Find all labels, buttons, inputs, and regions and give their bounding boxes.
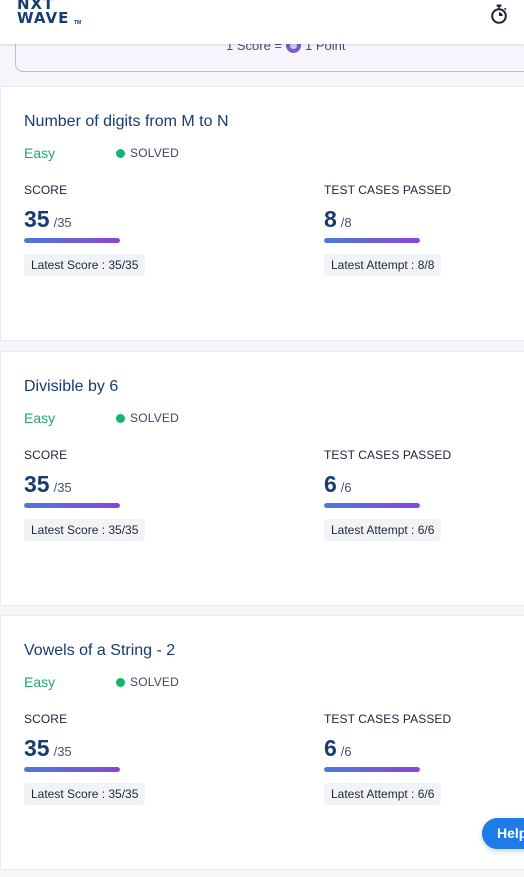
help-button[interactable]: Help: [482, 818, 524, 849]
test-cases-section: TEST CASES PASSED 6 /6 Latest Attempt : …: [324, 712, 494, 805]
score-progress-fill: [24, 767, 120, 772]
test-cases-progress-bar: [324, 238, 420, 243]
logo-trademark: TM: [74, 20, 82, 26]
latest-attempt-pill: Latest Attempt : 6/6: [324, 783, 442, 805]
test-cases-value: 6 /6: [324, 471, 494, 498]
score-progress-fill: [24, 238, 120, 243]
score-section: SCORE 35 /35 Latest Score : 35/35: [24, 183, 194, 276]
status-text: SOLVED: [130, 675, 179, 689]
problem-title[interactable]: Vowels of a String - 2: [24, 642, 176, 659]
score-progress-bar: [24, 503, 120, 508]
score-progress-bar: [24, 238, 120, 243]
latest-attempt-pill: Latest Attempt : 8/8: [324, 254, 442, 276]
test-cases-value: 8 /8: [324, 206, 494, 233]
status-text: SOLVED: [130, 146, 179, 160]
score-section: SCORE 35 /35 Latest Score : 35/35: [24, 712, 194, 805]
test-cases-total: /8: [340, 215, 352, 230]
score-number: 35: [24, 206, 50, 232]
difficulty-label: Easy: [24, 410, 56, 426]
problem-title[interactable]: Number of digits from M to N: [24, 113, 229, 130]
problem-card[interactable]: Vowels of a String - 2 Easy SOLVED SCORE…: [0, 615, 524, 870]
problem-card[interactable]: Number of digits from M to N Easy SOLVED…: [0, 86, 524, 341]
stopwatch-icon[interactable]: [490, 4, 508, 24]
score-value: 35 /35: [24, 206, 194, 233]
test-cases-number: 6: [324, 471, 337, 497]
test-cases-label: TEST CASES PASSED: [324, 183, 452, 197]
latest-attempt-pill: Latest Attempt : 6/6: [324, 519, 442, 541]
test-cases-section: TEST CASES PASSED 6 /6 Latest Attempt : …: [324, 448, 494, 541]
logo-line1: NXT: [17, 0, 55, 13]
test-cases-label: TEST CASES PASSED: [324, 448, 452, 462]
latest-score-pill: Latest Score : 35/35: [24, 783, 146, 805]
score-total: /35: [53, 744, 72, 759]
test-cases-total: /6: [340, 744, 352, 759]
test-cases-label: TEST CASES PASSED: [324, 712, 452, 726]
score-section: SCORE 35 /35 Latest Score : 35/35: [24, 448, 194, 541]
status-dot-icon: [116, 413, 125, 423]
test-cases-progress-bar: [324, 767, 420, 772]
test-cases-progress-bar: [324, 503, 420, 508]
test-cases-number: 6: [324, 735, 337, 761]
latest-score-pill: Latest Score : 35/35: [24, 254, 146, 276]
test-cases-progress-fill: [324, 767, 420, 772]
score-label: SCORE: [24, 183, 68, 197]
problem-card[interactable]: Divisible by 6 Easy SOLVED SCORE 35 /35 …: [0, 351, 524, 606]
score-number: 35: [24, 735, 50, 761]
score-progress-bar: [24, 767, 120, 772]
status-dot-icon: [116, 677, 125, 687]
test-cases-progress-fill: [324, 238, 420, 243]
test-cases-section: TEST CASES PASSED 8 /8 Latest Attempt : …: [324, 183, 494, 276]
status-dot-icon: [116, 148, 125, 158]
test-cases-progress-fill: [324, 503, 420, 508]
solved-status: SOLVED: [116, 675, 179, 689]
difficulty-label: Easy: [24, 145, 56, 161]
score-total: /35: [53, 215, 72, 230]
score-progress-fill: [24, 503, 120, 508]
score-value: 35 /35: [24, 471, 194, 498]
difficulty-label: Easy: [24, 674, 56, 690]
problem-title[interactable]: Divisible by 6: [24, 378, 119, 395]
test-cases-number: 8: [324, 206, 337, 232]
nxtwave-logo[interactable]: NXT WAVE TM: [17, 0, 87, 31]
status-text: SOLVED: [130, 411, 179, 425]
test-cases-value: 6 /6: [324, 735, 494, 762]
score-number: 35: [24, 471, 50, 497]
score-label: SCORE: [24, 448, 68, 462]
solved-status: SOLVED: [116, 146, 179, 160]
solved-status: SOLVED: [116, 411, 179, 425]
top-header: NXT WAVE TM: [0, 0, 524, 44]
latest-score-pill: Latest Score : 35/35: [24, 519, 146, 541]
score-value: 35 /35: [24, 735, 194, 762]
logo-line2: WAVE: [17, 9, 70, 27]
test-cases-total: /6: [340, 480, 352, 495]
score-label: SCORE: [24, 712, 68, 726]
score-total: /35: [53, 480, 72, 495]
